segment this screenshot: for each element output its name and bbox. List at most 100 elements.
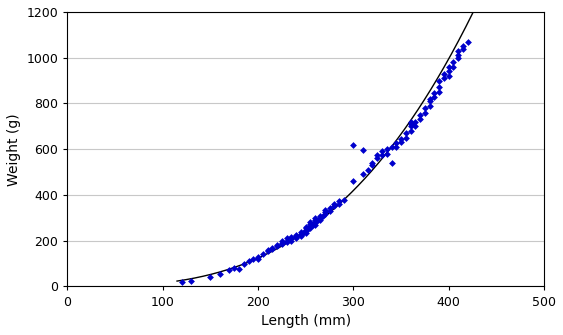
Point: [401, 131, 410, 136]
Point: [415, 117, 425, 122]
Point: [263, 247, 272, 253]
Point: [311, 220, 320, 225]
Point: [177, 279, 186, 284]
Point: [406, 119, 415, 124]
Point: [349, 179, 358, 184]
Point: [463, 39, 472, 44]
Point: [444, 64, 453, 70]
Point: [430, 90, 439, 96]
Point: [216, 271, 225, 277]
Point: [297, 229, 306, 234]
Point: [225, 268, 234, 273]
Point: [278, 238, 287, 244]
Point: [359, 148, 368, 153]
Point: [315, 217, 324, 223]
Point: [278, 242, 287, 247]
Point: [458, 44, 467, 49]
Point: [297, 233, 306, 239]
Point: [292, 236, 301, 241]
Point: [287, 236, 296, 241]
Point: [440, 76, 449, 81]
Point: [315, 213, 324, 218]
Point: [278, 240, 287, 246]
Point: [300, 229, 309, 234]
Point: [382, 151, 391, 156]
Point: [435, 85, 444, 90]
Point: [415, 112, 425, 118]
Point: [282, 238, 291, 244]
Point: [425, 96, 434, 102]
Point: [297, 231, 306, 237]
Point: [334, 198, 343, 203]
Point: [406, 124, 415, 129]
Point: [292, 232, 301, 238]
Point: [325, 205, 334, 210]
Point: [287, 234, 296, 240]
Point: [401, 135, 410, 140]
Point: [301, 224, 310, 230]
Point: [387, 160, 396, 165]
Point: [359, 172, 368, 177]
Point: [330, 204, 339, 209]
Point: [312, 219, 321, 224]
Point: [392, 141, 401, 146]
Point: [272, 243, 282, 248]
Point: [458, 46, 467, 51]
Point: [363, 167, 372, 173]
Point: [425, 98, 434, 104]
Point: [330, 201, 339, 207]
Point: [311, 222, 320, 227]
Point: [411, 119, 420, 124]
Point: [297, 232, 306, 238]
Y-axis label: Weight (g): Weight (g): [7, 113, 21, 186]
Point: [444, 73, 453, 79]
Point: [349, 142, 358, 147]
Point: [325, 208, 334, 214]
Point: [421, 105, 430, 111]
Point: [253, 256, 262, 262]
Point: [303, 226, 312, 232]
Point: [454, 53, 463, 58]
Point: [309, 222, 318, 227]
Point: [301, 230, 310, 236]
Point: [406, 128, 415, 134]
Point: [306, 220, 315, 225]
Point: [387, 144, 396, 150]
Point: [253, 254, 262, 259]
Point: [315, 215, 324, 220]
Point: [373, 152, 382, 157]
Point: [382, 146, 391, 152]
Point: [272, 244, 282, 249]
Point: [435, 89, 444, 95]
Point: [430, 94, 439, 99]
Point: [292, 234, 301, 240]
Point: [449, 64, 458, 70]
Point: [449, 60, 458, 65]
Point: [311, 215, 320, 220]
Point: [292, 233, 301, 239]
Point: [435, 78, 444, 83]
Point: [320, 209, 329, 215]
Point: [244, 259, 253, 264]
Point: [377, 149, 386, 154]
Point: [268, 246, 277, 251]
Point: [306, 221, 315, 226]
Point: [301, 225, 310, 231]
Point: [421, 110, 430, 115]
Point: [444, 69, 453, 74]
Point: [306, 223, 315, 228]
Point: [187, 278, 196, 283]
Point: [311, 217, 320, 223]
Point: [425, 103, 434, 109]
Point: [263, 248, 272, 254]
Point: [320, 212, 329, 217]
Point: [339, 197, 348, 202]
Point: [440, 71, 449, 76]
Point: [377, 152, 386, 157]
Point: [282, 239, 291, 245]
Point: [411, 124, 420, 129]
Point: [230, 266, 239, 271]
Point: [206, 275, 215, 280]
Point: [301, 228, 310, 233]
X-axis label: Length (mm): Length (mm): [261, 314, 351, 328]
